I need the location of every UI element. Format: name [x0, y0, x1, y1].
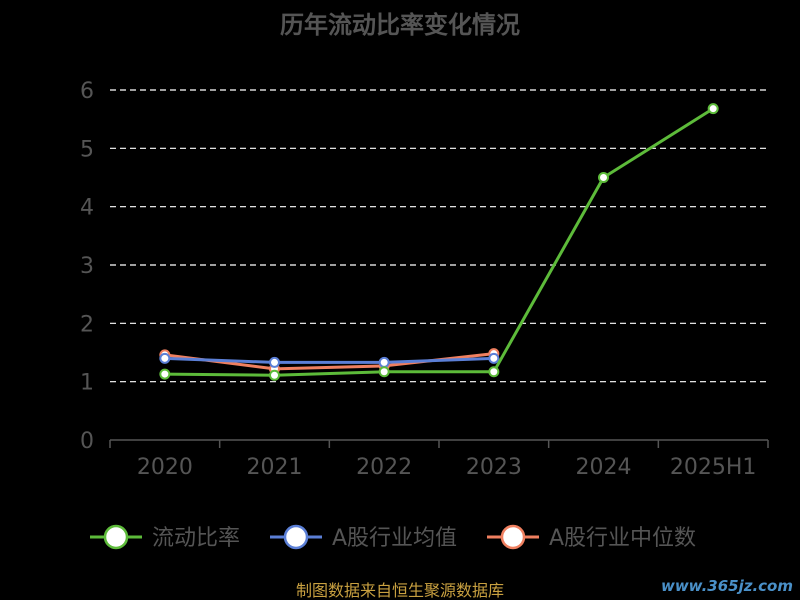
data-point-1-2[interactable]: [378, 356, 390, 368]
legend-label[interactable]: A股行业中位数: [549, 526, 696, 551]
gridlines: [110, 89, 768, 383]
y-tick-label: 1: [80, 371, 94, 396]
x-tick-label: 2024: [576, 455, 632, 480]
series-layer: [159, 103, 719, 381]
data-point-0-1[interactable]: [269, 369, 280, 381]
x-tick-label: 2020: [137, 455, 193, 480]
axes: 0 1 2 3 4 5 6 2020 2021 2022 2023 2024 2025H1: [80, 79, 769, 480]
legend-marker[interactable]: [283, 524, 309, 550]
data-point-0-5[interactable]: [707, 103, 719, 115]
data-point-1-0[interactable]: [159, 352, 171, 364]
y-tick-label: 3: [80, 254, 94, 279]
data-point-1-3[interactable]: [488, 352, 500, 364]
y-tick-label: 5: [80, 137, 94, 162]
data-point-0-3[interactable]: [488, 366, 500, 378]
watermark: www.365jz.com: [661, 577, 793, 595]
x-tick-label: 2023: [466, 455, 522, 480]
data-point-0-0[interactable]: [159, 368, 171, 380]
source-note: 制图数据来自恒生聚源数据库: [296, 581, 504, 600]
y-tick-label: 0: [80, 429, 94, 454]
legend-marker[interactable]: [103, 524, 129, 550]
series-line-0: [164, 107, 714, 377]
y-tick-label: 4: [80, 196, 94, 221]
legend-label[interactable]: A股行业均值: [332, 526, 457, 551]
legend-label[interactable]: 流动比率: [152, 526, 240, 551]
data-point-1-1[interactable]: [269, 356, 280, 368]
series-line-1: [164, 356, 494, 364]
x-tick-label: 2021: [247, 455, 303, 480]
y-tick-label: 6: [80, 79, 94, 104]
data-point-0-2[interactable]: [378, 366, 390, 378]
legend: 流动比率 A股行业均值 A股行业中位数: [90, 524, 696, 551]
chart-title: 历年流动比率变化情况: [280, 11, 520, 39]
x-tick-label: 2025H1: [670, 455, 757, 480]
y-tick-label: 2: [80, 312, 94, 337]
data-point-0-4[interactable]: [598, 172, 609, 183]
x-tick-label: 2022: [356, 455, 412, 480]
legend-marker[interactable]: [500, 524, 526, 550]
